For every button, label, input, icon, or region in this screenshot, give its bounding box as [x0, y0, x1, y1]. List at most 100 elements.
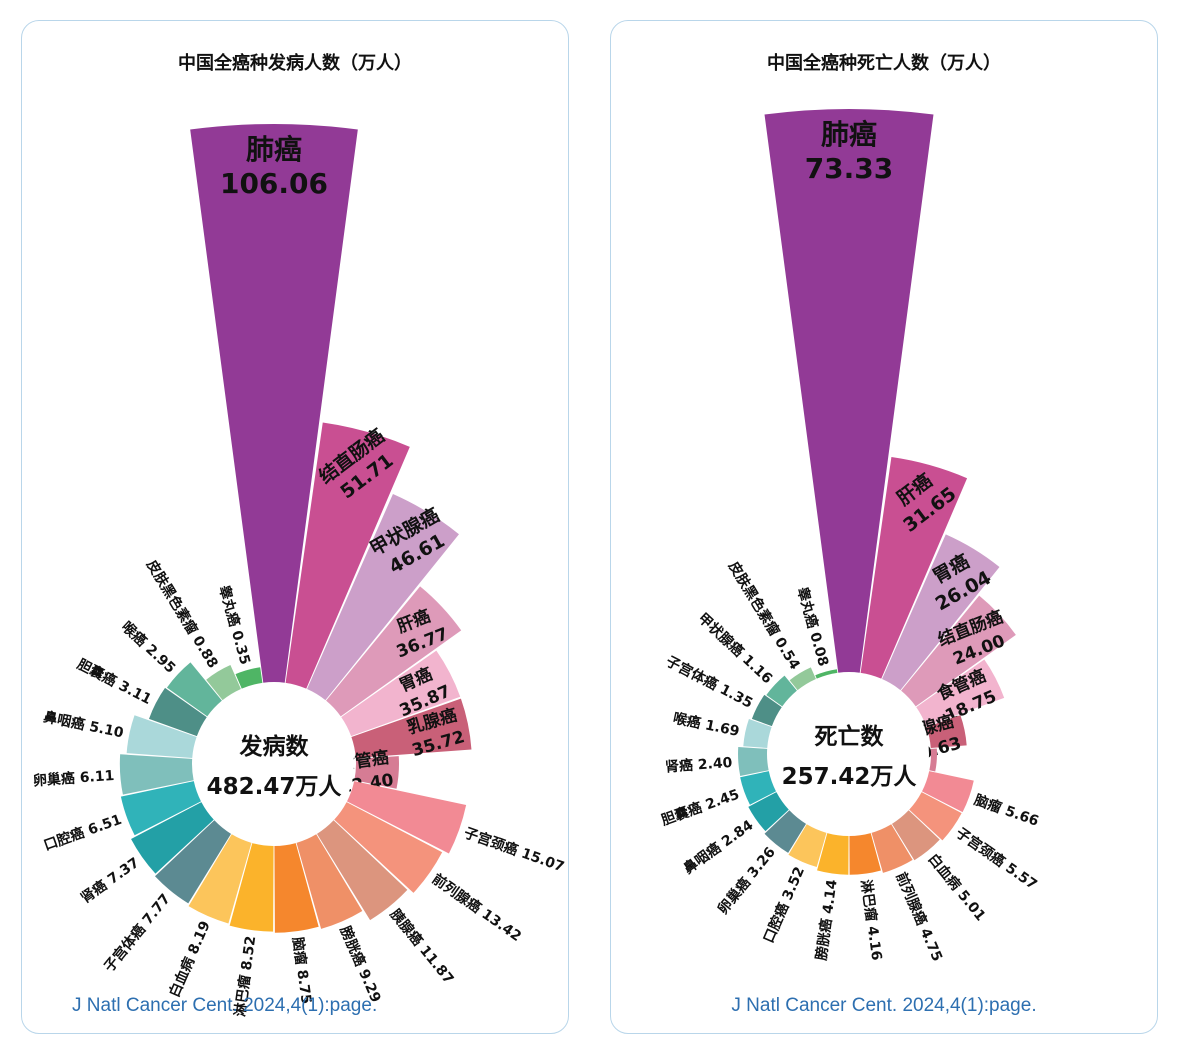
- rose-sector-5: [926, 715, 967, 748]
- rose-label-group-14: 卵巢癌 3.26: [714, 844, 779, 917]
- rose-value-11: 8.75: [293, 969, 314, 1005]
- rose-sector-12: [229, 843, 274, 932]
- rose-sector-12: [817, 833, 849, 875]
- rose-sector-8: [909, 792, 962, 841]
- rose-sector-3: [326, 586, 462, 717]
- rose-sector-9: [891, 810, 940, 861]
- rose-label-12: 膀胱癌: [813, 913, 836, 963]
- rose-label-group-13: 口腔癌 3.52: [760, 864, 808, 946]
- rose-value-9: 11.87: [416, 943, 456, 987]
- svg-text:胆囊癌 3.11: 胆囊癌 3.11: [74, 656, 154, 709]
- rose-sector-21: [789, 667, 816, 691]
- rose-value-19: 1.35: [717, 682, 755, 712]
- rose-label-group-12: 淋巴瘤 8.52: [231, 935, 259, 1018]
- svg-text:淋巴瘤 4.16: 淋巴瘤 4.16: [857, 879, 885, 962]
- rose-label-group-7: 子宫颈癌 15.07: [462, 824, 567, 875]
- rose-label-group-17: 肾癌 2.40: [664, 754, 733, 776]
- rose-value-13: 3.52: [780, 865, 808, 903]
- rose-sector-13: [188, 834, 252, 924]
- svg-text:子宫体癌 7.77: 子宫体癌 7.77: [101, 891, 174, 976]
- rose-sector-19: [751, 694, 782, 727]
- svg-text:白血病 5.01: 白血病 5.01: [925, 850, 990, 924]
- svg-text:鼻咽癌 2.84: 鼻咽癌 2.84: [680, 816, 757, 877]
- rose-value-0: 73.33: [805, 152, 894, 185]
- rose-label-group-12: 膀胱癌 4.14: [813, 878, 841, 962]
- rose-label-16: 胆囊癌: [659, 797, 709, 829]
- svg-text:子宫颈癌 5.57: 子宫颈癌 5.57: [953, 824, 1041, 893]
- svg-text:前列腺癌 4.75: 前列腺癌 4.75: [892, 870, 946, 964]
- svg-text:口腔癌 3.52: 口腔癌 3.52: [760, 864, 808, 945]
- rose-label-group-9: 胰腺癌 11.87: [387, 906, 457, 987]
- incidence-title: 中国全癌种发病人数（万人）: [178, 53, 412, 74]
- rose-sector-10: [296, 834, 363, 929]
- rose-label-17: 肾癌: [664, 756, 698, 775]
- svg-text:脑瘤 8.75: 脑瘤 8.75: [289, 936, 315, 1005]
- rose-label-18: 鼻咽癌: [42, 708, 91, 734]
- rose-sector-22: [815, 669, 838, 679]
- svg-text:卵巢癌 6.11: 卵巢癌 6.11: [32, 767, 114, 790]
- incidence-rose-chart: 肺癌106.06结直肠癌51.71甲状腺癌46.61肝癌36.77胃癌35.87…: [32, 124, 567, 1018]
- rose-sector-18: [126, 715, 197, 758]
- svg-text:淋巴瘤 8.52: 淋巴瘤 8.52: [231, 935, 259, 1018]
- rose-label-17: 卵巢癌: [32, 769, 80, 789]
- rose-sector-11: [849, 833, 881, 875]
- rose-label-group-15: 肾癌 7.37: [78, 855, 143, 907]
- rose-sector-14: [155, 820, 232, 904]
- svg-text:口腔癌 6.51: 口腔癌 6.51: [41, 811, 123, 854]
- rose-label-group-16: 口腔癌 6.51: [41, 811, 123, 854]
- rose-sector-0: [764, 108, 934, 673]
- rose-label-9: 白血病: [925, 850, 968, 897]
- rose-label-13: 口腔癌: [760, 896, 794, 946]
- rose-value-20: 2.95: [142, 641, 178, 676]
- mortality-rose-chart: 肺癌73.33肝癌31.65胃癌26.04结直肠癌24.00食管癌18.75胰腺…: [659, 108, 1041, 964]
- rose-label-group-22: 睾丸癌 0.35: [215, 584, 253, 667]
- rose-label-8: 子宫颈癌: [953, 824, 1013, 873]
- rose-sector-9: [316, 820, 408, 921]
- rose-value-12: 8.52: [239, 935, 260, 971]
- rose-sector-3: [901, 595, 1016, 707]
- rose-sector-0: [190, 124, 358, 683]
- rose-value-13: 8.19: [185, 919, 213, 957]
- svg-text:喉癌 2.95: 喉癌 2.95: [118, 618, 179, 676]
- svg-text:膀胱癌 4.14: 膀胱癌 4.14: [813, 878, 841, 962]
- svg-text:子宫颈癌 15.07: 子宫颈癌 15.07: [462, 824, 567, 875]
- rose-sector-6: [354, 756, 400, 789]
- rose-label-group-15: 鼻咽癌 2.84: [680, 816, 757, 877]
- rose-sector-4: [916, 659, 1005, 727]
- rose-sector-17: [119, 754, 194, 795]
- incidence-source[interactable]: J Natl Cancer Cent. 2024,4(1):page.: [72, 995, 378, 1016]
- rose-value-16: 6.51: [86, 812, 124, 839]
- rose-label-13: 白血病: [166, 950, 200, 1000]
- rose-label-19: 胆囊癌: [74, 656, 123, 693]
- svg-text:睾丸癌 0.08: 睾丸癌 0.08: [794, 585, 832, 668]
- rose-value-18: 1.69: [704, 717, 741, 740]
- svg-text:鼻咽癌 5.10: 鼻咽癌 5.10: [42, 708, 125, 741]
- rose-center: [769, 674, 929, 834]
- svg-text:前列腺癌 13.42: 前列腺癌 13.42: [429, 870, 525, 945]
- rose-sector-18: [743, 719, 772, 748]
- rose-value-17: 6.11: [79, 768, 115, 786]
- rose-label-22: 睾丸癌: [215, 584, 244, 634]
- rose-center-label: 发病数: [239, 733, 310, 760]
- rose-label-group-18: 喉癌 1.69: [671, 710, 740, 740]
- rose-sector-21: [206, 665, 241, 701]
- rose-sector-20: [766, 675, 797, 707]
- rose-sector-5: [351, 698, 472, 758]
- rose-sector-17: [738, 747, 769, 777]
- svg-text:肾癌 2.40: 肾癌 2.40: [664, 754, 733, 776]
- rose-label-group-18: 鼻咽癌 5.10: [42, 708, 125, 741]
- rose-value-21: 0.88: [189, 633, 221, 671]
- rose-label-group-10: 膀胱癌 9.29: [336, 923, 384, 1005]
- rose-sector-15: [748, 792, 789, 832]
- rose-sector-2: [307, 494, 459, 701]
- rose-label-21: 皮肤黑色素瘤: [724, 557, 785, 643]
- rose-value-15: 7.37: [105, 855, 142, 888]
- rose-center-total: 482.47万人: [207, 774, 343, 800]
- rose-sector-1: [285, 422, 410, 689]
- mortality-source[interactable]: J Natl Cancer Cent. 2024,4(1):page.: [731, 995, 1037, 1016]
- rose-label-group-22: 睾丸癌 0.08: [794, 585, 832, 668]
- rose-label-group-10: 前列腺癌 4.75: [892, 870, 946, 964]
- rose-value-22: 0.35: [228, 629, 253, 667]
- svg-text:胆囊癌 2.45: 胆囊癌 2.45: [659, 786, 741, 829]
- rose-label-8: 前列腺癌: [429, 870, 489, 919]
